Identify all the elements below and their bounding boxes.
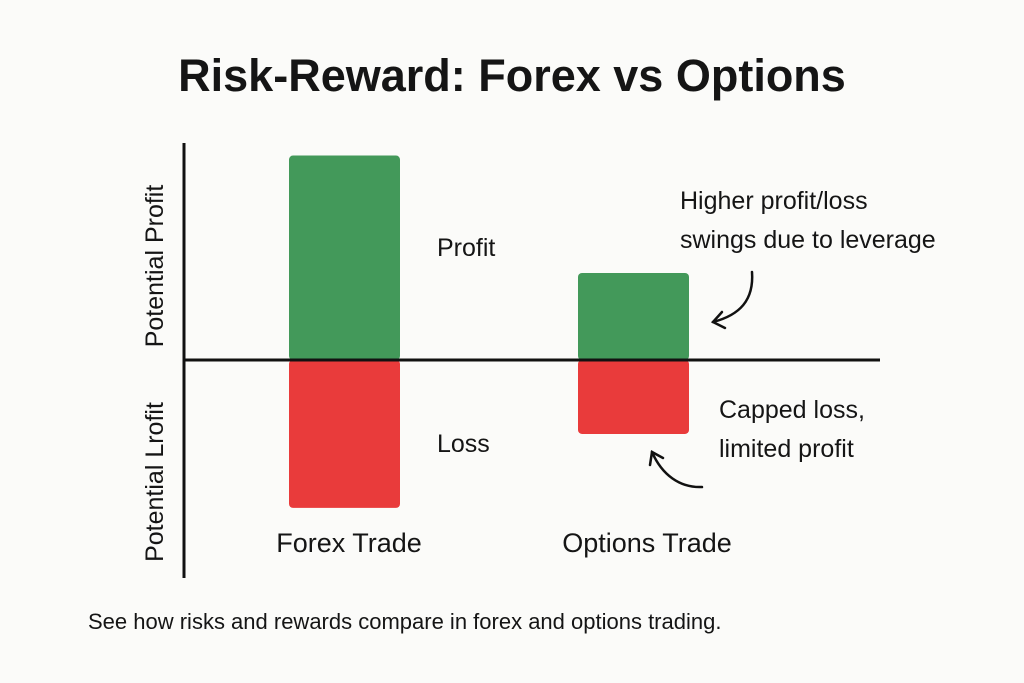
arrow-leverage-icon: [710, 270, 754, 330]
annotation-leverage-line1: Higher profit/loss: [680, 187, 868, 215]
loss-label: Loss: [437, 430, 490, 458]
loss-bar-forex: [289, 360, 400, 508]
caption: See how risks and rewards compare in for…: [88, 609, 721, 634]
profit-bar-options: [578, 273, 689, 360]
annotation-leverage-line2: swings due to leverage: [680, 226, 936, 254]
category-label-forex: Forex Trade: [276, 528, 422, 558]
profit-bar-forex: [289, 155, 400, 360]
profit-label: Profit: [437, 234, 495, 262]
category-label-options: Options Trade: [562, 528, 732, 558]
y-label-top: Potential Profit: [141, 185, 169, 348]
annotation-capped-line1: Capped loss,: [719, 396, 865, 424]
loss-bar-options: [578, 360, 689, 434]
arrow-capped-icon: [648, 450, 704, 489]
y-label-bottom: Potential Lrofit: [141, 402, 169, 562]
annotation-capped-line2: limited profit: [719, 435, 854, 463]
chart-title: Risk-Reward: Forex vs Options: [178, 50, 846, 101]
bars-group: [289, 155, 689, 508]
